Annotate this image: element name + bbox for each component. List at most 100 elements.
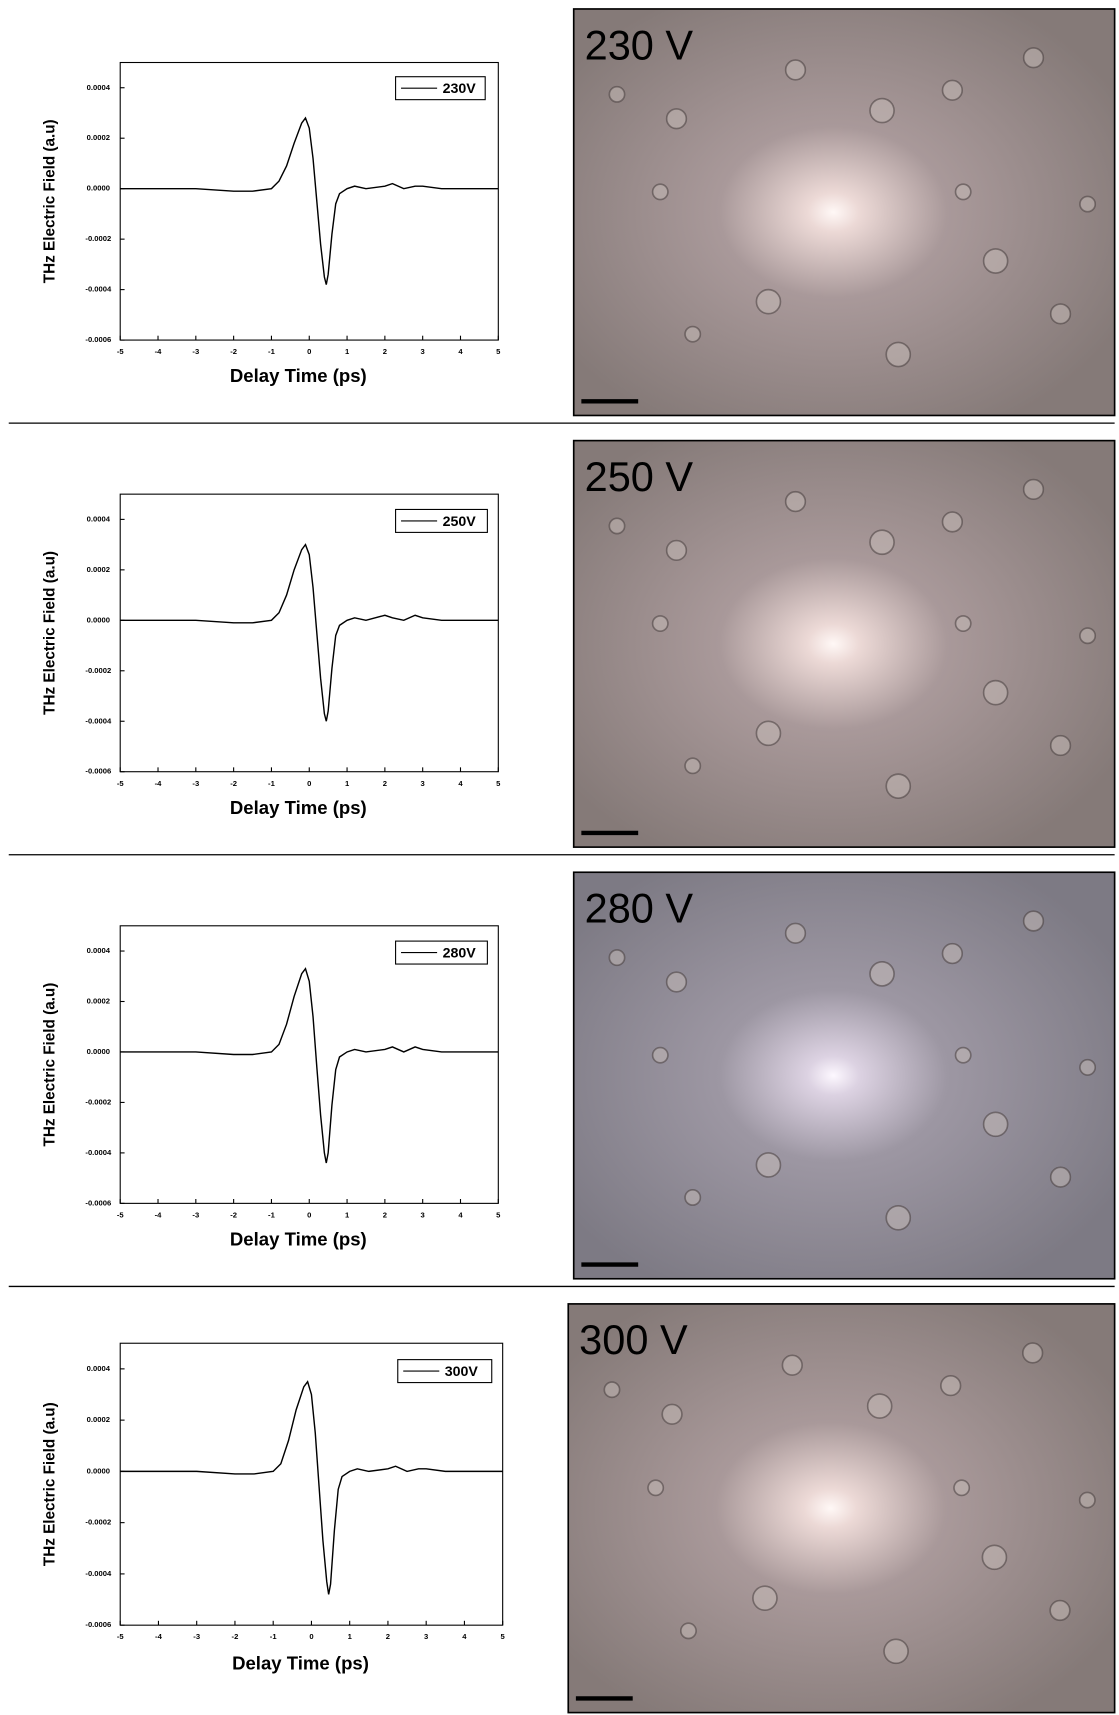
cell xyxy=(866,1393,893,1419)
cell xyxy=(651,615,669,633)
x-tick-label: -4 xyxy=(155,1632,163,1641)
x-axis-label: Delay Time (ps) xyxy=(232,1652,369,1673)
cell xyxy=(883,1638,909,1665)
x-tick-label: 5 xyxy=(496,779,501,788)
cell xyxy=(679,1622,697,1640)
cell xyxy=(885,1204,912,1231)
cell xyxy=(954,183,972,201)
x-tick-label: 4 xyxy=(462,1632,467,1641)
cell xyxy=(954,1046,972,1064)
data-line xyxy=(120,1380,503,1595)
cell xyxy=(869,529,895,556)
x-tick-label: 5 xyxy=(501,1632,506,1641)
y-tick-label: -0.0006 xyxy=(85,767,111,776)
y-tick-label: 0.0000 xyxy=(87,1047,110,1056)
x-tick-label: 2 xyxy=(383,1210,387,1219)
x-tick-label: 2 xyxy=(383,347,387,356)
x-tick-label: -4 xyxy=(155,779,163,788)
cell xyxy=(647,1479,665,1497)
x-tick-label: -1 xyxy=(268,779,276,788)
data-line xyxy=(120,543,499,722)
micrograph-label: 230 V xyxy=(585,21,694,68)
cell xyxy=(1022,478,1045,501)
x-tick-label: -1 xyxy=(268,1210,276,1219)
data-line xyxy=(120,116,499,285)
cell xyxy=(684,325,702,343)
cell xyxy=(941,511,964,533)
x-tick-label: -5 xyxy=(117,1632,125,1641)
legend-label: 300V xyxy=(445,1364,479,1380)
x-tick-label: 4 xyxy=(458,347,463,356)
x-tick-label: 1 xyxy=(345,779,350,788)
cell xyxy=(608,949,626,967)
cell xyxy=(1022,47,1045,69)
legend-box xyxy=(395,940,488,965)
y-tick-label: -0.0004 xyxy=(85,285,112,294)
x-tick-label: -2 xyxy=(232,1632,239,1641)
y-tick-label: -0.0004 xyxy=(85,716,112,725)
y-tick-label: 0.0004 xyxy=(87,514,111,523)
cell xyxy=(941,79,964,101)
y-tick-label: 0.0000 xyxy=(87,184,110,193)
cell xyxy=(784,490,807,513)
x-tick-label: -1 xyxy=(270,1632,278,1641)
x-tick-label: 0 xyxy=(307,1210,311,1219)
cell xyxy=(752,1585,778,1612)
x-tick-label: -3 xyxy=(193,1632,200,1641)
micrograph xyxy=(572,871,1116,1280)
x-tick-label: -1 xyxy=(268,347,276,356)
y-tick-label: -0.0006 xyxy=(85,1198,111,1207)
x-tick-label: 3 xyxy=(421,779,425,788)
x-tick-label: -5 xyxy=(117,779,125,788)
plot-frame xyxy=(119,61,499,341)
x-tick-label: 5 xyxy=(496,347,501,356)
y-tick-label: -0.0002 xyxy=(85,666,111,675)
plot-frame xyxy=(119,925,499,1204)
legend-label: 230V xyxy=(443,81,477,97)
x-tick-label: -4 xyxy=(155,347,163,356)
y-tick-label: 0.0000 xyxy=(87,1466,110,1475)
legend-box xyxy=(395,76,486,101)
y-axis-label: THz Electric Field (a.u) xyxy=(41,551,58,715)
y-tick-label: 0.0002 xyxy=(87,1415,110,1424)
micrograph xyxy=(572,8,1116,417)
x-tick-label: 2 xyxy=(386,1632,390,1641)
y-axis-label: THz Electric Field (a.u) xyxy=(41,983,58,1147)
x-tick-label: 3 xyxy=(421,1210,425,1219)
cell xyxy=(940,1374,962,1397)
x-tick-label: -2 xyxy=(230,779,237,788)
y-tick-label: -0.0006 xyxy=(85,335,111,344)
legend-box xyxy=(397,1359,493,1384)
y-tick-label: -0.0004 xyxy=(85,1569,112,1578)
plot-frame xyxy=(119,493,499,773)
x-tick-label: 4 xyxy=(458,1210,463,1219)
micrograph xyxy=(572,439,1116,848)
cell xyxy=(1049,303,1072,325)
cell xyxy=(981,1544,1008,1571)
cell xyxy=(684,1188,702,1206)
y-tick-label: 0.0002 xyxy=(87,565,110,574)
y-tick-label: 0.0000 xyxy=(87,615,110,624)
cell xyxy=(982,248,1009,274)
micrograph-label: 250 V xyxy=(585,453,694,500)
x-tick-label: 3 xyxy=(424,1632,428,1641)
y-tick-label: -0.0002 xyxy=(85,1097,111,1106)
cell xyxy=(651,1046,669,1064)
legend-box xyxy=(395,508,488,533)
cell xyxy=(869,97,895,124)
cell xyxy=(755,720,782,747)
cell xyxy=(684,757,702,775)
y-tick-label: -0.0006 xyxy=(85,1620,111,1629)
cell xyxy=(885,773,912,799)
cell xyxy=(1079,1058,1097,1076)
cell xyxy=(1078,1491,1096,1509)
cell xyxy=(1049,1599,1071,1622)
micrograph-label: 300 V xyxy=(579,1316,688,1363)
cell xyxy=(784,59,807,81)
micrograph-label: 280 V xyxy=(585,885,694,932)
cell xyxy=(608,517,626,535)
y-axis-label: THz Electric Field (a.u) xyxy=(41,1402,58,1566)
cell xyxy=(941,942,964,965)
y-tick-label: 0.0004 xyxy=(87,946,111,955)
